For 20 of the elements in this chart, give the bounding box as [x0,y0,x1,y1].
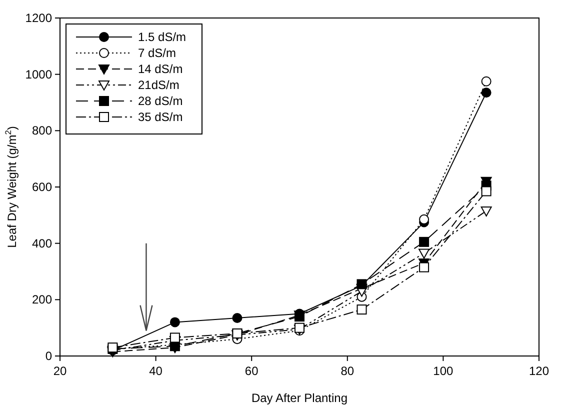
legend-label: 7 dS/m [138,46,176,60]
legend-label: 14 dS/m [138,62,183,76]
x-tick-label: 60 [244,364,259,378]
x-tick-label: 40 [149,364,163,378]
legend-label: 1.5 dS/m [138,30,186,44]
y-tick-label: 1200 [25,11,52,25]
x-tick-label: 80 [340,364,354,378]
x-tick-label: 100 [433,364,454,378]
legend-label: 28 dS/m [138,94,183,108]
y-tick-label: 1000 [25,67,52,82]
x-tick-label: 20 [53,364,67,378]
y-tick-label: 200 [32,292,52,307]
x-tick-label: 120 [528,364,550,378]
y-tick-label: 0 [45,349,52,363]
y-tick-label: 600 [32,180,52,194]
legend-label: 21dS/m [138,78,180,92]
x-axis-title: Day After Planting [251,391,348,405]
y-tick-label: 800 [32,124,52,138]
legend-label: 35 dS/m [138,110,183,124]
y-tick-label: 400 [32,236,52,250]
